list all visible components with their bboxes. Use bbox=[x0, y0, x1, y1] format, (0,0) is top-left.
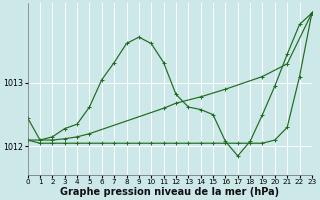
X-axis label: Graphe pression niveau de la mer (hPa): Graphe pression niveau de la mer (hPa) bbox=[60, 187, 279, 197]
